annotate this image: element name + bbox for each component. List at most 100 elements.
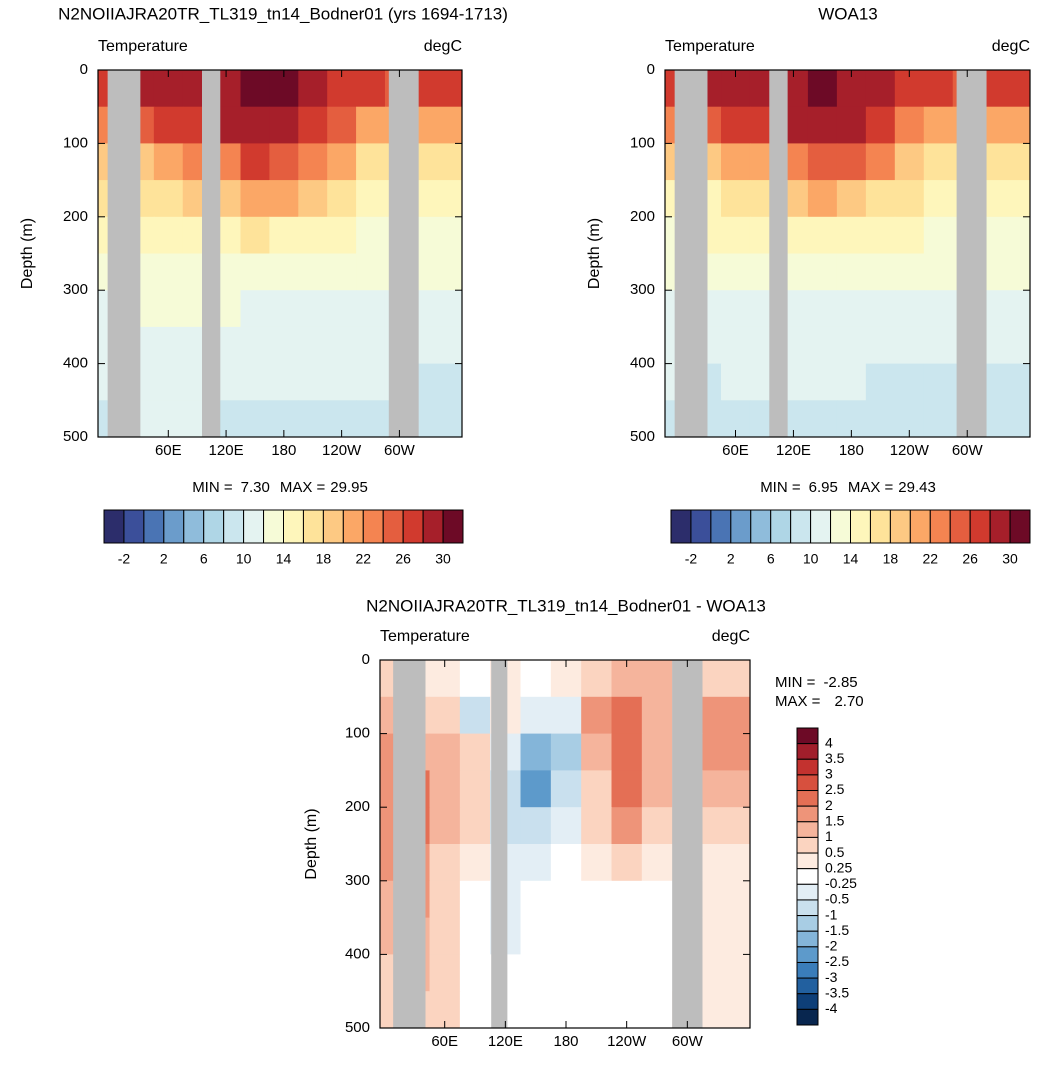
field-cell <box>240 106 270 144</box>
field-cell <box>721 106 751 144</box>
colorbar-box <box>183 509 205 544</box>
field-cell <box>981 290 1031 328</box>
land-mask <box>107 70 141 437</box>
y-tick-label: 200 <box>630 208 655 225</box>
field-cell <box>721 216 751 254</box>
colorbar-box <box>283 509 304 544</box>
field-cell <box>807 180 838 218</box>
field-cell <box>269 363 299 401</box>
field-cell <box>641 954 673 992</box>
field-cell <box>836 253 867 291</box>
colorbar-label: 18 <box>883 551 899 567</box>
field-cell <box>702 696 751 735</box>
colorbar-label: 1.5 <box>825 812 845 828</box>
field-cell <box>269 290 299 328</box>
field-cell <box>356 216 386 254</box>
min-text: MIN = -2.85 <box>775 674 858 691</box>
y-axis-label: Depth (m) <box>586 218 603 289</box>
x-tick-label: 60E <box>431 1033 458 1050</box>
field-cell <box>581 954 613 992</box>
field-cell <box>721 363 751 401</box>
min-max-text: MIN = 7.30 MAX = 29.95 <box>192 479 368 496</box>
field-cell <box>581 991 613 1029</box>
field-cell <box>520 660 552 698</box>
field-cell <box>721 180 751 218</box>
colorbar-box <box>790 509 812 544</box>
field-cell <box>611 807 643 845</box>
colorbar-box <box>796 821 819 838</box>
field-cell <box>550 844 582 882</box>
panel-title: N2NOIIAJRA20TR_TL319_tn14_Bodner01 (yrs … <box>58 4 508 23</box>
field-cell <box>836 216 867 254</box>
field-cell <box>581 696 613 735</box>
land-mask <box>491 660 508 1028</box>
field-cell <box>327 326 357 365</box>
field-cell <box>298 70 328 108</box>
y-axis-label: Depth (m) <box>303 808 320 879</box>
colorbar-box <box>796 883 819 901</box>
colorbar-box <box>869 509 891 544</box>
field-cell <box>641 844 673 882</box>
field-cell <box>356 180 386 218</box>
field-cell <box>459 770 491 808</box>
field-cell <box>923 70 954 108</box>
field-cell <box>550 696 582 735</box>
field-cell <box>240 326 270 365</box>
colorbar-box <box>750 509 772 544</box>
x-tick-label: 60W <box>384 442 416 459</box>
field-cell <box>807 143 838 181</box>
colorbar-box <box>203 509 225 544</box>
field-cell <box>327 290 357 328</box>
field-cell <box>356 326 386 365</box>
colorbar-box <box>263 509 284 544</box>
field-cell <box>298 290 328 328</box>
field-cell <box>807 106 838 144</box>
field-cell <box>298 400 328 438</box>
field-cell <box>581 844 613 882</box>
colorbar-box <box>796 774 819 792</box>
colorbar-label: 2 <box>727 551 735 567</box>
field-cell <box>429 844 461 882</box>
field-cell <box>520 844 552 882</box>
field-cell <box>413 106 463 144</box>
colorbar-label: 6 <box>200 551 208 567</box>
field-cell <box>611 844 643 882</box>
colorbar-label: 14 <box>843 551 859 567</box>
y-tick-label: 200 <box>63 208 88 225</box>
colorbar-box <box>690 509 712 544</box>
x-tick-label: 180 <box>271 442 296 459</box>
field-cell <box>807 70 838 108</box>
field-cell <box>550 954 582 992</box>
field-cell <box>702 807 751 845</box>
field-cell <box>240 70 270 108</box>
field-cell <box>356 290 386 328</box>
x-tick-label: 120E <box>488 1033 523 1050</box>
field-cell <box>459 991 491 1029</box>
colorbar-label: 3.5 <box>825 750 845 766</box>
colorbar-label: 1 <box>825 828 833 844</box>
field-cell <box>702 954 751 992</box>
plot-frame <box>664 69 1031 438</box>
field-cell <box>459 880 491 919</box>
x-tick-label: 180 <box>553 1033 578 1050</box>
x-tick-label: 60E <box>722 442 749 459</box>
colorbar-box <box>796 930 819 948</box>
y-tick-label: 400 <box>345 945 370 962</box>
field-cell <box>894 253 925 291</box>
colorbar-label: 26 <box>395 551 411 567</box>
y-tick-label: 100 <box>63 134 88 151</box>
field-cell <box>413 290 463 328</box>
field-cell <box>981 400 1031 438</box>
field-cell <box>721 253 751 291</box>
field-cell <box>429 733 461 771</box>
field-cell <box>269 180 299 218</box>
field-cell <box>981 180 1031 218</box>
land-mask <box>202 70 221 437</box>
field-cell <box>702 660 751 698</box>
field-cell <box>581 807 613 845</box>
colorbar-label: 2 <box>160 551 168 567</box>
field-cell <box>153 216 184 254</box>
field-cell <box>702 880 751 919</box>
field-cell <box>923 253 954 291</box>
colorbar-box <box>909 509 931 544</box>
